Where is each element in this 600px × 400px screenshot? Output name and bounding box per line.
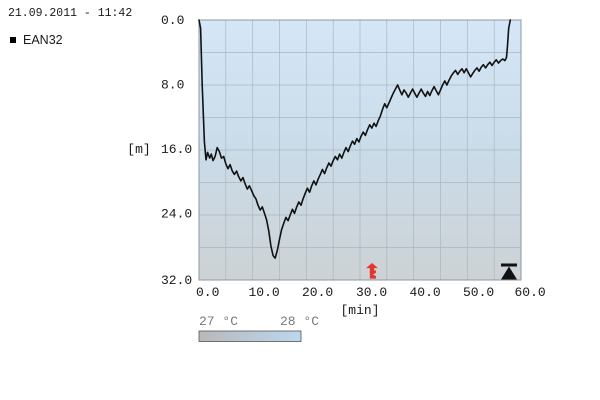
- svg-text:20.0: 20.0: [302, 285, 333, 300]
- svg-text:50.0: 50.0: [463, 285, 494, 300]
- svg-text:32.0: 32.0: [161, 273, 192, 288]
- svg-text:60.0: 60.0: [515, 285, 546, 300]
- svg-text:[m]: [m]: [127, 142, 150, 157]
- svg-text:0.0: 0.0: [196, 285, 219, 300]
- svg-text:8.0: 8.0: [161, 78, 184, 93]
- svg-text:28 °C: 28 °C: [280, 314, 319, 329]
- svg-text:40.0: 40.0: [410, 285, 441, 300]
- svg-text:16.0: 16.0: [161, 142, 192, 157]
- svg-text:10.0: 10.0: [249, 285, 280, 300]
- svg-text:30.0: 30.0: [356, 285, 387, 300]
- svg-text:24.0: 24.0: [161, 207, 192, 222]
- svg-text:[min]: [min]: [340, 303, 379, 318]
- svg-text:27 °C: 27 °C: [199, 314, 238, 329]
- svg-text:0.0: 0.0: [161, 13, 184, 28]
